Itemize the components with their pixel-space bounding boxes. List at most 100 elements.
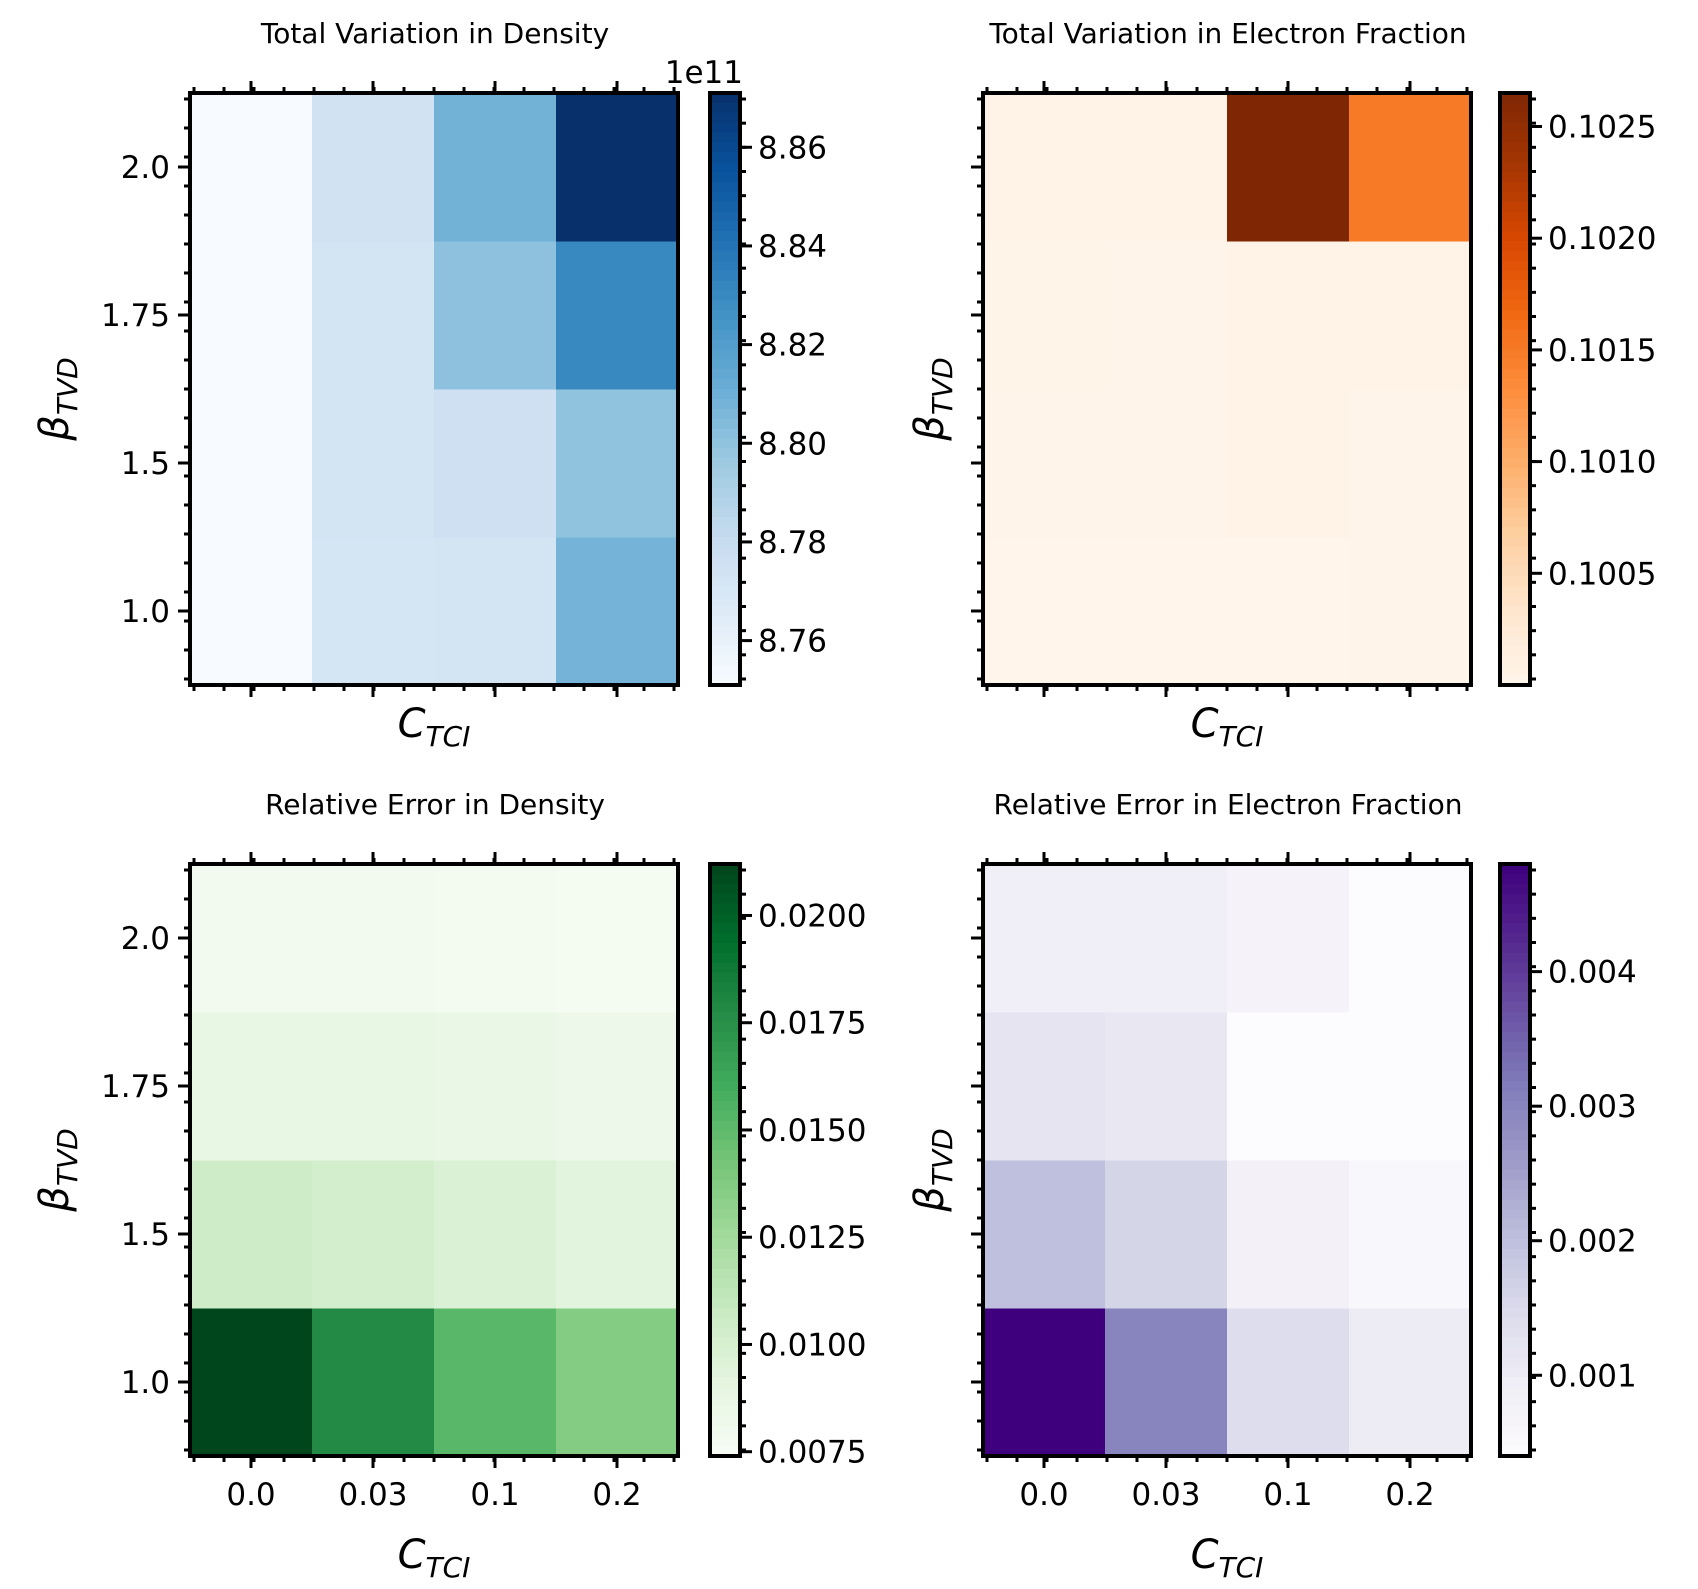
colorbar-segment [1500,556,1530,568]
colorbar-segment [1500,537,1530,548]
colorbar-tick-label: 0.1025 [1548,110,1656,146]
heatmap-cell-r1-c3 [1349,389,1472,538]
colorbar-segment [710,615,740,627]
colorbar-segment [710,231,740,242]
colorbar-segment [710,893,740,905]
colorbar-segment [1500,1041,1530,1053]
colorbar-segment [1500,873,1530,885]
colorbar-segment [710,517,740,528]
colorbar-tick-label: 0.001 [1548,1358,1637,1394]
colorbar-segment [1500,1278,1530,1289]
colorbar-segment [710,1386,740,1398]
colorbar-segment [710,1169,740,1181]
heatmap-cell-r1-c0 [983,1160,1106,1309]
colorbar-segment [1500,1031,1530,1043]
colorbar: 0.001 0.002 0.003 0.004 [1498,862,1637,1458]
colorbar-segment [1500,467,1530,479]
colorbar-segment [1500,112,1530,124]
colorbar-segment [710,319,740,331]
heatmap-cell-r2-c1 [312,1012,435,1161]
x-axis-label-subscript: TCI [1219,1551,1264,1584]
chart-title: Relative Error in Density [265,788,605,821]
colorbar-segment [1500,665,1530,676]
colorbar-segment [710,221,740,232]
colorbar-segment [710,1248,740,1260]
colorbar-tick-label: 0.003 [1548,1089,1637,1125]
colorbar-segment [710,1288,740,1299]
heatmap-cell-r1-c3 [556,389,679,538]
y-axis-label: βTVD [32,1128,84,1212]
x-axis-label: CTCI [398,701,471,753]
colorbar-segment [710,933,740,944]
colorbar-segment [1500,1219,1530,1230]
heatmap-cell-r0-c1 [312,537,435,686]
colorbar-segment [710,181,740,193]
colorbar-segment [710,635,740,647]
colorbar-segment [710,1406,740,1418]
heatmap-cell-r1-c2 [1227,389,1350,538]
colorbar-segment [1500,952,1530,964]
colorbar-segment [710,1071,740,1082]
x-tick-label: 0.2 [1385,1477,1434,1513]
colorbar-segment [1500,1308,1530,1319]
colorbar-segment [1500,1426,1530,1437]
colorbar-segment [710,1002,740,1013]
colorbar-segment [710,992,740,1003]
colorbar-segment [710,497,740,508]
heatmap-cell-r2-c0 [983,241,1106,390]
colorbar-tick-label: 0.1015 [1548,333,1656,369]
colorbar-segment [1500,122,1530,134]
colorbar-tick-label: 0.0150 [758,1113,866,1149]
colorbar-segment [710,171,740,183]
colorbar-segment [710,982,740,993]
colorbar-segment [1500,1446,1530,1457]
colorbar-segment [710,1209,740,1220]
colorbar-segment [710,112,740,124]
colorbar-segment [710,1317,740,1329]
colorbar-segment [710,408,740,420]
colorbar-segment [1500,1120,1530,1131]
heatmap-cell-r3-c0 [983,93,1106,242]
heatmap-cell-r2-c3 [1349,1012,1472,1161]
colorbar-segment [1500,398,1530,410]
colorbar-segment [1500,1298,1530,1309]
colorbar-segment [710,310,740,321]
colorbar-segment [1500,231,1530,242]
y-tick-label: 1.75 [101,1069,170,1105]
colorbar-segment [1500,280,1530,291]
y-axis-label-subscript: TVD [51,357,84,415]
colorbar-segment [710,329,740,341]
colorbar-segment [710,1426,740,1437]
colorbar-segment [710,566,740,578]
colorbar-segment [710,142,740,153]
colorbar-segment [710,458,740,469]
colorbar-segment [710,102,740,114]
colorbar-segment [710,369,740,380]
colorbar-segment [1500,93,1530,104]
heatmap-cell-r0-c2 [1227,1308,1350,1457]
colorbar-segment [1500,1012,1530,1023]
colorbar-segment [710,270,740,282]
colorbar-segment [1500,1100,1530,1112]
y-tick-label: 1.5 [121,1217,170,1253]
colorbar-segment [710,1238,740,1250]
colorbar-segment [710,389,740,400]
colorbar-segment [710,962,740,974]
colorbar-segment [710,1337,740,1349]
colorbar: 8.76 8.78 8.80 8.82 8.84 8.86 1e11 [665,55,827,687]
colorbar-segment [710,241,740,252]
heatmap-cell-r2-c1 [1105,1012,1228,1161]
heatmap-cell-r1-c0 [983,389,1106,538]
colorbar-segment [710,379,740,390]
heatmap-cell-r1-c3 [556,1160,679,1309]
colorbar-segment [1500,211,1530,222]
colorbar-segment [710,537,740,548]
colorbar-segment [710,201,740,212]
colorbar-segment [710,93,740,104]
heatmap-cell-r0-c0 [983,1308,1106,1457]
colorbar-tick-label: 0.1010 [1548,445,1656,481]
colorbar-segment [1500,546,1530,558]
colorbar-segment [710,645,740,656]
colorbar-segment [1500,596,1530,607]
colorbar-segment [1500,1357,1530,1368]
